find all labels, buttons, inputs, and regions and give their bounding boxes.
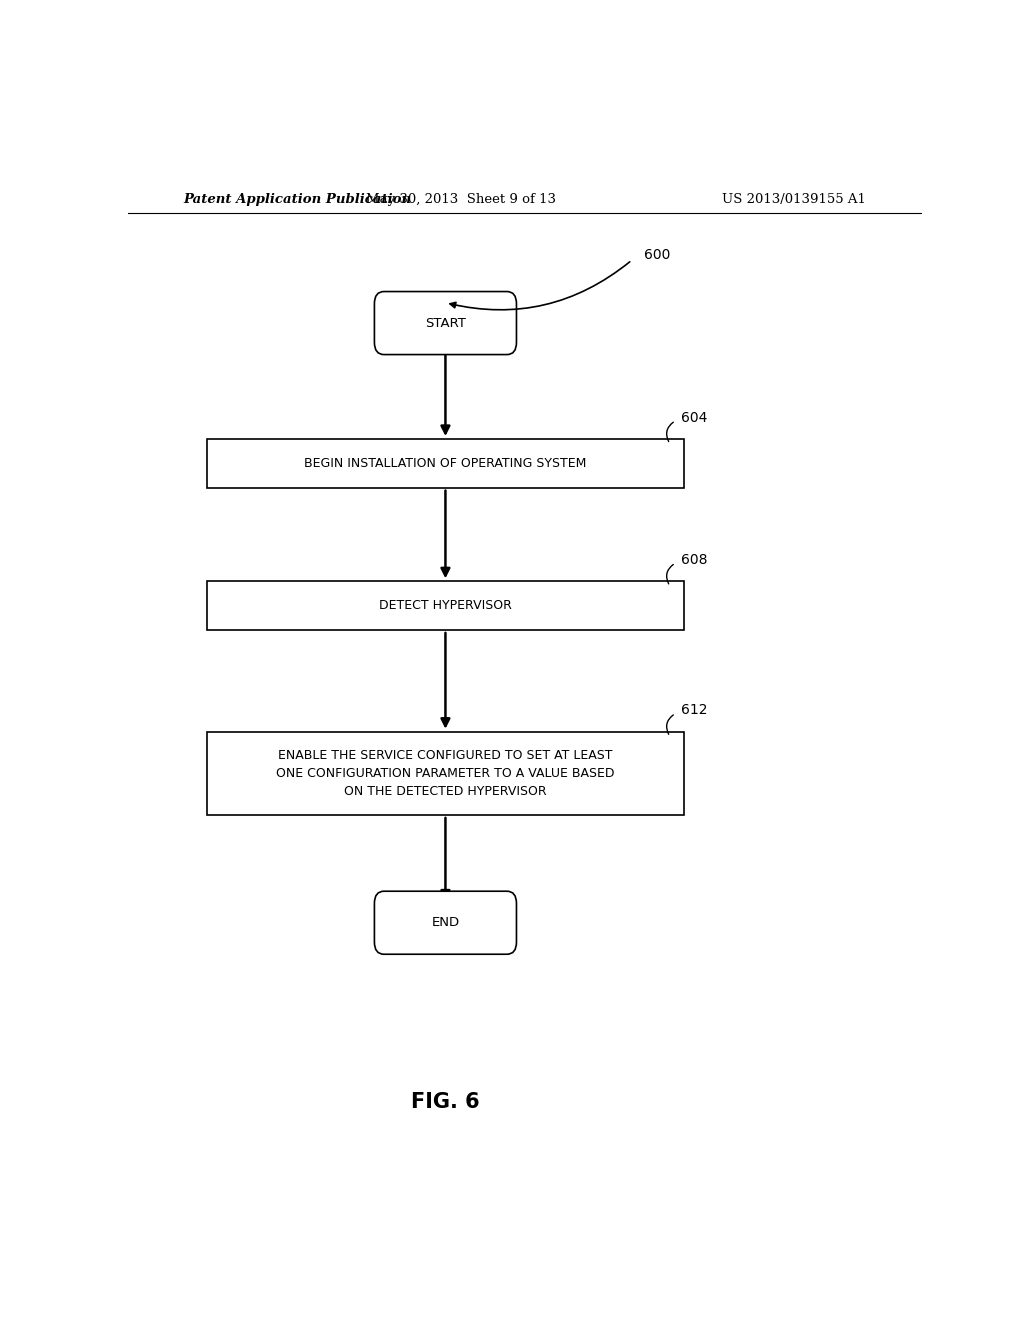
Text: END: END bbox=[431, 916, 460, 929]
Text: US 2013/0139155 A1: US 2013/0139155 A1 bbox=[722, 193, 866, 206]
FancyBboxPatch shape bbox=[207, 581, 684, 630]
Text: 604: 604 bbox=[681, 411, 708, 425]
FancyBboxPatch shape bbox=[375, 292, 516, 355]
Text: 612: 612 bbox=[681, 704, 708, 717]
Text: BEGIN INSTALLATION OF OPERATING SYSTEM: BEGIN INSTALLATION OF OPERATING SYSTEM bbox=[304, 457, 587, 470]
Text: Patent Application Publication: Patent Application Publication bbox=[183, 193, 412, 206]
Text: START: START bbox=[425, 317, 466, 330]
Text: May 30, 2013  Sheet 9 of 13: May 30, 2013 Sheet 9 of 13 bbox=[367, 193, 556, 206]
FancyBboxPatch shape bbox=[207, 731, 684, 814]
Text: FIG. 6: FIG. 6 bbox=[411, 1092, 480, 1111]
FancyBboxPatch shape bbox=[207, 440, 684, 487]
Text: 600: 600 bbox=[644, 248, 671, 261]
FancyBboxPatch shape bbox=[375, 891, 516, 954]
Text: DETECT HYPERVISOR: DETECT HYPERVISOR bbox=[379, 599, 512, 612]
Text: ENABLE THE SERVICE CONFIGURED TO SET AT LEAST
ONE CONFIGURATION PARAMETER TO A V: ENABLE THE SERVICE CONFIGURED TO SET AT … bbox=[276, 748, 614, 797]
Text: 608: 608 bbox=[681, 553, 708, 566]
